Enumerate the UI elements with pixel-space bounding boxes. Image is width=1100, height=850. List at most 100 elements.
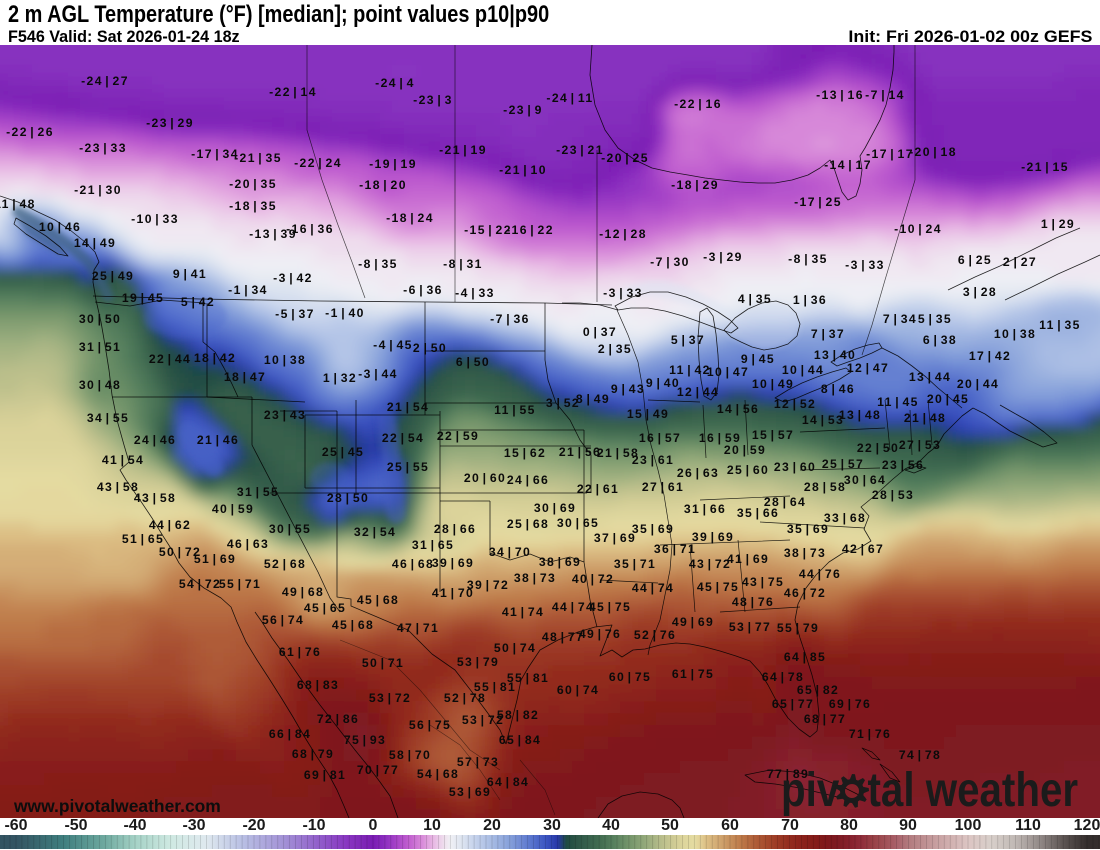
svg-text:7 | 34: 7 | 34 — [883, 312, 917, 326]
svg-text:52 | 78: 52 | 78 — [444, 691, 486, 705]
svg-text:25 | 49: 25 | 49 — [92, 269, 134, 283]
svg-text:9 | 43: 9 | 43 — [611, 382, 645, 396]
svg-text:30 | 64: 30 | 64 — [844, 473, 886, 487]
svg-text:-23 | 21: -23 | 21 — [556, 143, 604, 157]
svg-text:piv: piv — [781, 764, 840, 817]
svg-text:44 | 74: 44 | 74 — [632, 581, 674, 595]
svg-text:75 | 93: 75 | 93 — [344, 733, 386, 747]
svg-text:38 | 73: 38 | 73 — [514, 571, 556, 585]
svg-text:-21 | 15: -21 | 15 — [1021, 160, 1069, 174]
svg-text:9 | 45: 9 | 45 — [741, 352, 775, 366]
svg-text:25 | 68: 25 | 68 — [507, 517, 549, 531]
svg-text:66 | 84: 66 | 84 — [269, 727, 311, 741]
svg-text:15 | 62: 15 | 62 — [504, 446, 546, 460]
svg-text:37 | 69: 37 | 69 — [594, 531, 636, 545]
svg-text:-21 | 19: -21 | 19 — [439, 143, 487, 157]
svg-text:30 | 65: 30 | 65 — [557, 516, 599, 530]
svg-text:49 | 69: 49 | 69 — [672, 615, 714, 629]
svg-text:-7 | 36: -7 | 36 — [490, 312, 530, 326]
svg-text:21 | 56: 21 | 56 — [559, 445, 601, 459]
svg-text:65 | 84: 65 | 84 — [499, 733, 541, 747]
svg-text:-18 | 20: -18 | 20 — [359, 178, 407, 192]
svg-text:-8 | 35: -8 | 35 — [788, 252, 828, 266]
svg-text:55 | 79: 55 | 79 — [777, 621, 819, 635]
svg-text:-21 | 35: -21 | 35 — [234, 151, 282, 165]
svg-text:41 | 70: 41 | 70 — [432, 586, 474, 600]
svg-text:35 | 66: 35 | 66 — [737, 506, 779, 520]
svg-text:44 | 74: 44 | 74 — [552, 600, 594, 614]
svg-text:35 | 69: 35 | 69 — [632, 522, 674, 536]
svg-text:3 | 52: 3 | 52 — [546, 396, 580, 410]
svg-text:20 | 44: 20 | 44 — [957, 377, 999, 391]
svg-text:46 | 68: 46 | 68 — [392, 557, 434, 571]
svg-text:22 | 50: 22 | 50 — [857, 441, 899, 455]
svg-text:3 | 28: 3 | 28 — [963, 285, 997, 299]
svg-text:-17 | 34: -17 | 34 — [191, 147, 239, 161]
svg-text:54 | 68: 54 | 68 — [417, 767, 459, 781]
svg-text:20 | 45: 20 | 45 — [927, 392, 969, 406]
svg-text:28 | 64: 28 | 64 — [764, 495, 806, 509]
svg-text:14 | 53: 14 | 53 — [802, 413, 844, 427]
svg-text:51 | 69: 51 | 69 — [194, 552, 236, 566]
svg-text:-7 | 30: -7 | 30 — [650, 255, 690, 269]
svg-text:-13 | 39: -13 | 39 — [249, 227, 297, 241]
svg-text:36 | 71: 36 | 71 — [654, 542, 696, 556]
svg-text:22 | 44: 22 | 44 — [149, 352, 191, 366]
svg-text:65 | 82: 65 | 82 — [797, 683, 839, 697]
svg-text:74 | 78: 74 | 78 — [899, 748, 941, 762]
svg-text:69 | 81: 69 | 81 — [304, 768, 346, 782]
svg-text:60 | 74: 60 | 74 — [557, 683, 599, 697]
svg-text:14 | 49: 14 | 49 — [74, 236, 116, 250]
svg-text:40 | 72: 40 | 72 — [572, 572, 614, 586]
svg-text:35 | 69: 35 | 69 — [787, 522, 829, 536]
svg-text:6 | 50: 6 | 50 — [456, 355, 490, 369]
svg-text:12 | 52: 12 | 52 — [774, 397, 816, 411]
svg-text:23 | 60: 23 | 60 — [774, 460, 816, 474]
svg-text:28 | 66: 28 | 66 — [434, 522, 476, 536]
svg-text:5 | 42: 5 | 42 — [181, 295, 215, 309]
svg-text:53 | 77: 53 | 77 — [729, 620, 771, 634]
svg-text:13 | 44: 13 | 44 — [909, 370, 951, 384]
svg-text:-20 | 35: -20 | 35 — [229, 177, 277, 191]
svg-text:49 | 76: 49 | 76 — [579, 627, 621, 641]
svg-text:5 | 37: 5 | 37 — [671, 333, 705, 347]
svg-text:35 | 71: 35 | 71 — [614, 557, 656, 571]
svg-text:2 | 35: 2 | 35 — [598, 342, 632, 356]
svg-text:31 | 55: 31 | 55 — [237, 485, 279, 499]
svg-text:-17 | 25: -17 | 25 — [794, 195, 842, 209]
svg-text:-24 | 4: -24 | 4 — [375, 76, 415, 90]
svg-text:0 | 37: 0 | 37 — [583, 325, 617, 339]
svg-text:-21 | 10: -21 | 10 — [499, 163, 547, 177]
svg-text:28 | 58: 28 | 58 — [804, 480, 846, 494]
svg-text:44 | 62: 44 | 62 — [149, 518, 191, 532]
svg-text:-7 | 14: -7 | 14 — [865, 88, 905, 102]
svg-text:-12 | 28: -12 | 28 — [599, 227, 647, 241]
svg-text:8 | 49: 8 | 49 — [576, 392, 610, 406]
svg-text:21 | 46: 21 | 46 — [197, 433, 239, 447]
svg-text:10 | 44: 10 | 44 — [782, 363, 824, 377]
svg-text:13 | 40: 13 | 40 — [814, 348, 856, 362]
svg-text:58 | 82: 58 | 82 — [497, 708, 539, 722]
svg-text:45 | 68: 45 | 68 — [332, 618, 374, 632]
svg-text:-22 | 14: -22 | 14 — [269, 85, 317, 99]
svg-text:21 | 58: 21 | 58 — [597, 446, 639, 460]
svg-text:23 | 43: 23 | 43 — [264, 408, 306, 422]
svg-text:41 | 54: 41 | 54 — [102, 453, 144, 467]
svg-text:48 | 76: 48 | 76 — [732, 595, 774, 609]
svg-text:55 | 81: 55 | 81 — [507, 671, 549, 685]
svg-text:64 | 85: 64 | 85 — [784, 650, 826, 664]
svg-text:-24 | 27: -24 | 27 — [81, 74, 129, 88]
svg-text:17 | 42: 17 | 42 — [969, 349, 1011, 363]
svg-text:21 | 48: 21 | 48 — [904, 411, 946, 425]
svg-text:11 | 55: 11 | 55 — [494, 403, 536, 417]
svg-text:43 | 72: 43 | 72 — [689, 557, 731, 571]
svg-text:18 | 42: 18 | 42 — [194, 351, 236, 365]
svg-text:61 | 75: 61 | 75 — [672, 667, 714, 681]
svg-text:-22 | 26: -22 | 26 — [6, 125, 54, 139]
svg-text:26 | 63: 26 | 63 — [677, 466, 719, 480]
svg-text:25 | 55: 25 | 55 — [387, 460, 429, 474]
svg-text:24 | 66: 24 | 66 — [507, 473, 549, 487]
svg-text:9 | 40: 9 | 40 — [646, 376, 680, 390]
svg-text:9 | 41: 9 | 41 — [173, 267, 207, 281]
svg-text:41 | 69: 41 | 69 — [727, 552, 769, 566]
